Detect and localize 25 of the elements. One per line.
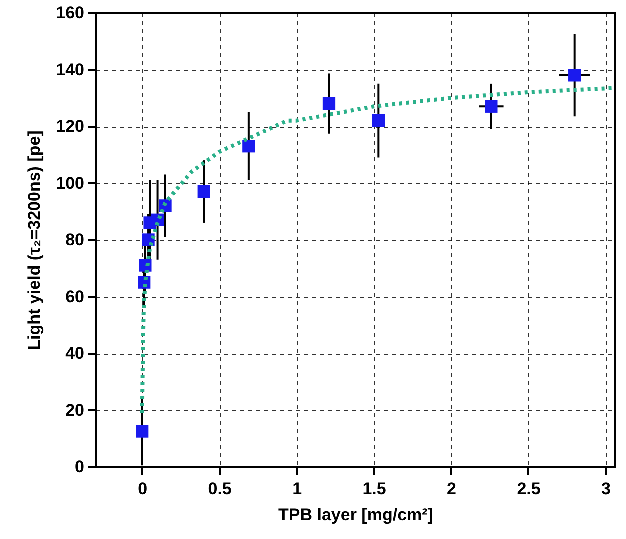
point [485, 100, 498, 113]
x-axis-title: TPB layer [mg/cm²] [278, 506, 434, 524]
point [242, 140, 256, 153]
y-tick-label: 100 [56, 174, 84, 193]
point [322, 97, 336, 110]
y-tick-label: 80 [66, 230, 84, 250]
y-axis-title: Light yield (τ₂=3200ns) [pe] [25, 130, 44, 350]
y-tick-label: 120 [56, 117, 84, 136]
x-tick-label: 1 [292, 480, 302, 498]
point [198, 185, 210, 198]
y-tick-label: 60 [66, 287, 84, 306]
y-tick-label: 20 [66, 400, 84, 420]
point [568, 69, 582, 82]
x-tick-label: 1.5 [362, 480, 386, 498]
y-tick-label: 140 [56, 60, 84, 80]
y-tick-label: 0 [75, 458, 84, 476]
y-tick-label: 160 [56, 4, 84, 22]
y-tick-label: 40 [66, 344, 84, 363]
x-tick-label: 3 [602, 480, 611, 498]
x-tick-label: 2 [447, 480, 456, 498]
x-tick-label: 0 [138, 480, 148, 498]
point [136, 425, 149, 438]
x-tick-label: 0.5 [208, 480, 232, 498]
point [372, 114, 385, 128]
x-tick-label: 2.5 [517, 480, 541, 498]
